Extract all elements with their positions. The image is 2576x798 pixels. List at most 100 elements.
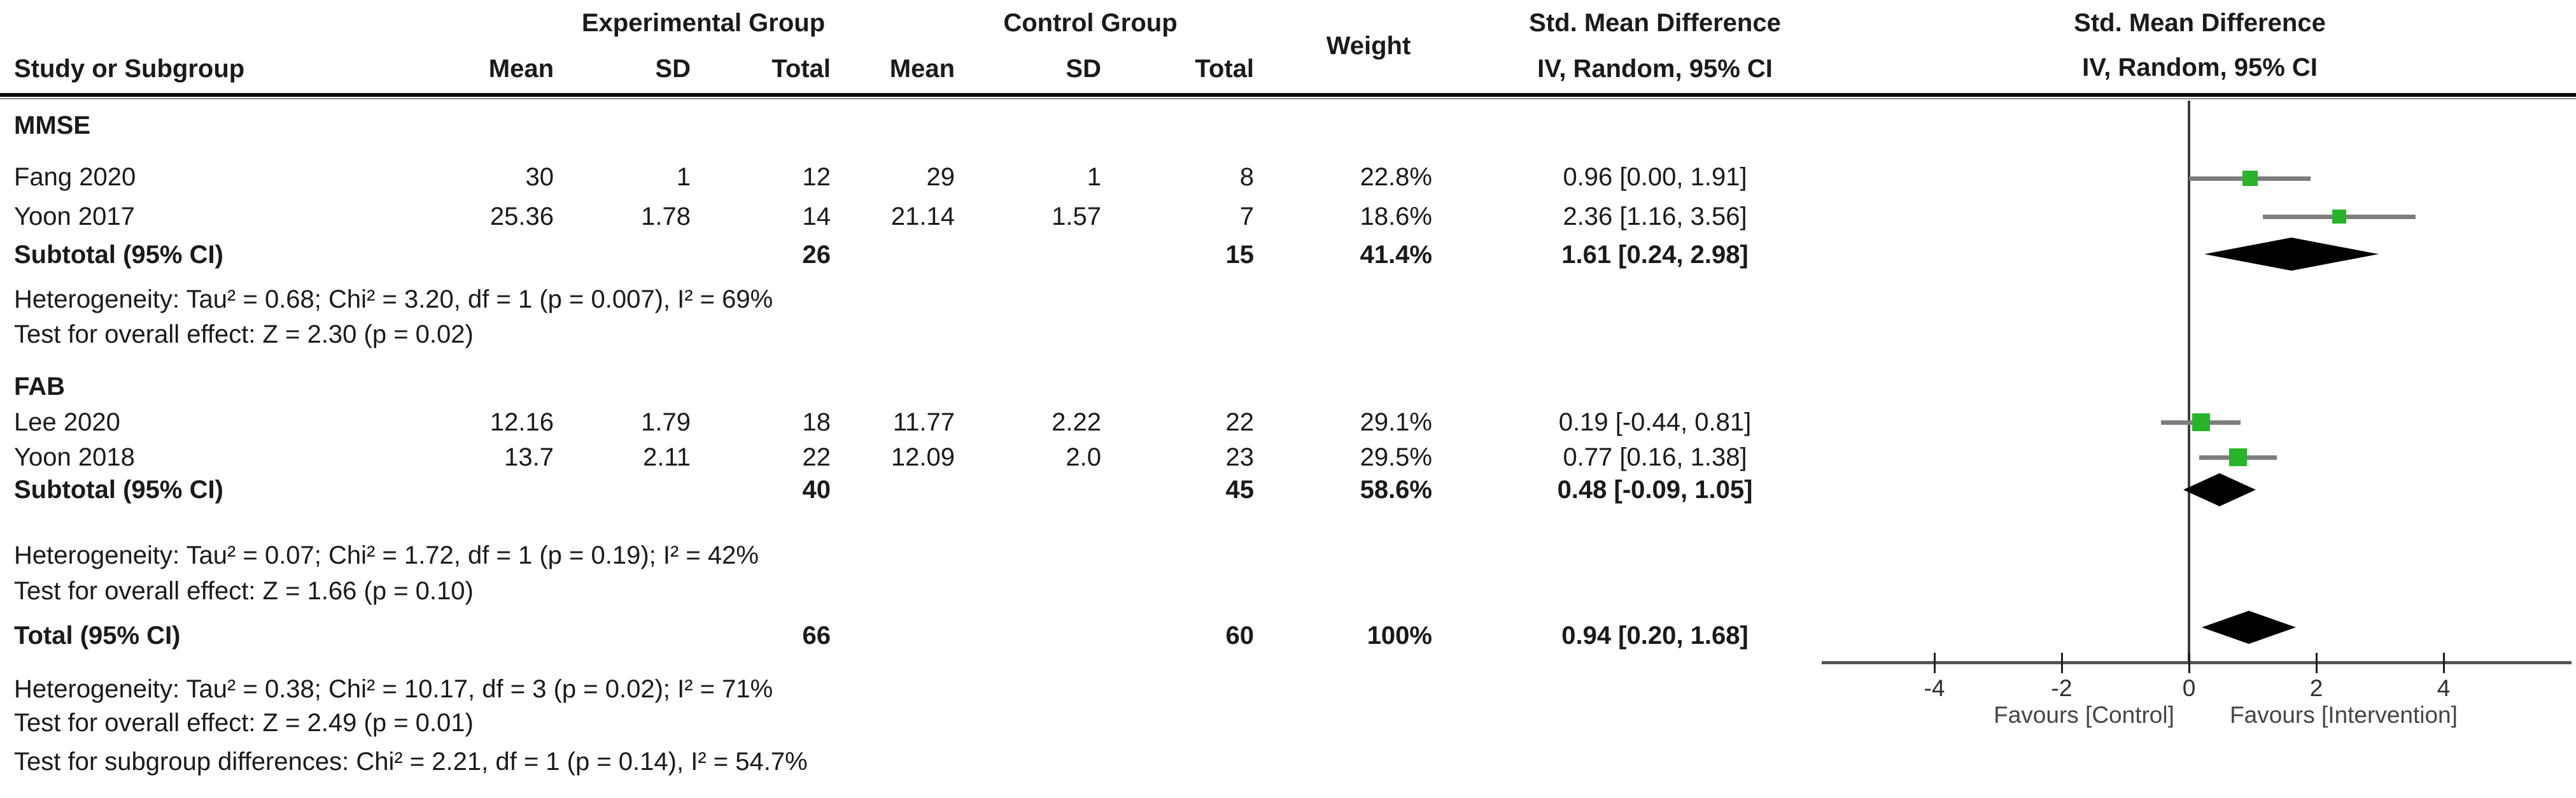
total-label: Total (95% CI) — [14, 621, 181, 650]
ctrl-total-cell: 7 — [1239, 202, 1254, 231]
ctrl-sd-cell: 1.57 — [1052, 202, 1101, 231]
x-axis-tick — [2061, 653, 2063, 673]
subtotal-label: Subtotal (95% CI) — [14, 240, 223, 269]
x-axis-tick-label: -4 — [1924, 675, 1945, 701]
exp-group-header: Experimental Group — [581, 9, 826, 37]
x-axis-tick-label: 2 — [2309, 675, 2323, 701]
header-rule — [0, 93, 2576, 97]
effect-square-fang-2020 — [2242, 171, 2258, 186]
pooled-diamond-total — [2202, 611, 2296, 644]
ctrl-total-cell: 8 — [1239, 162, 1254, 191]
ctrl-mean-cell: 21.14 — [890, 202, 955, 231]
table-row-fang-2020: Fang 2020 30 1 12 29 1 8 22.8% 0.96 [0.0… — [0, 157, 1878, 197]
subgroup-label-mmse: MMSE — [14, 111, 90, 139]
overall-effect-note-total: Test for overall effect: Z = 2.49 (p = 0… — [14, 709, 474, 737]
ctrl-sd-cell: 2.22 — [1052, 408, 1101, 436]
ctrl-mean-cell: 11.77 — [892, 408, 955, 436]
ctrl-total-cell: 15 — [1225, 240, 1255, 269]
subtotal-row-mmse: Subtotal (95% CI) 26 15 41.4% 1.61 [0.24… — [0, 235, 1878, 274]
exp-mean-col-header: Mean — [488, 54, 554, 83]
exp-mean-cell: 30 — [525, 162, 554, 191]
effect-square-yoon-2017 — [2332, 210, 2346, 224]
overall-effect-note-mmse: Test for overall effect: Z = 2.30 (p = 0… — [14, 320, 474, 348]
weight-header: Weight — [1326, 32, 1411, 60]
ctrl-sd-col-header: SD — [1066, 54, 1101, 83]
ctrl-total-cell: 23 — [1225, 443, 1255, 471]
overall-effect-note-fab: Test for overall effect: Z = 1.66 (p = 0… — [14, 577, 474, 605]
ctrl-sd-cell: 1 — [1087, 162, 1101, 191]
subtotal-label: Subtotal (95% CI) — [14, 475, 223, 504]
subgroup-differences-note: Test for subgroup differences: Chi² = 2.… — [14, 748, 808, 776]
total-row: Total (95% CI) 66 60 100% 0.94 [0.20, 1.… — [0, 616, 1878, 655]
x-axis-tick — [1934, 653, 1936, 673]
weight-cell: 29.5% — [1360, 443, 1432, 471]
smd-text-header-line1: Std. Mean Difference — [1529, 9, 1781, 37]
ctrl-mean-cell: 29 — [926, 162, 955, 191]
ctrl-group-header: Control Group — [1003, 9, 1178, 37]
weight-cell: 29.1% — [1360, 408, 1432, 436]
table-row-lee-2020: Lee 2020 12.16 1.79 18 11.77 2.22 22 29.… — [0, 403, 1878, 442]
exp-sd-cell: 1.79 — [641, 408, 691, 436]
subgroup-label-fab: FAB — [14, 373, 65, 401]
exp-sd-cell: 2.11 — [643, 443, 691, 471]
study-label: Fang 2020 — [14, 162, 136, 191]
exp-total-cell: 18 — [802, 408, 831, 436]
pooled-diamond-mmse-subtotal — [2204, 238, 2379, 271]
ctrl-total-cell: 22 — [1225, 408, 1255, 436]
exp-mean-cell: 25.36 — [489, 202, 554, 231]
column-header-row: Study or Subgroup Mean SD Total Mean SD … — [0, 49, 1878, 89]
weight-cell: 22.8% — [1360, 162, 1432, 191]
smd-ci-cell: 0.48 [-0.09, 1.05] — [1557, 475, 1753, 504]
exp-total-cell: 22 — [802, 443, 831, 471]
x-axis-tick — [2443, 653, 2445, 673]
ctrl-sd-cell: 2.0 — [1066, 443, 1101, 471]
heterogeneity-note-fab: Heterogeneity: Tau² = 0.07; Chi² = 1.72,… — [14, 541, 759, 569]
study-label: Yoon 2018 — [14, 443, 135, 471]
ctrl-total-col-header: Total — [1195, 54, 1254, 83]
weight-cell: 41.4% — [1360, 240, 1432, 269]
exp-total-cell: 26 — [802, 240, 831, 269]
smd-ci-cell: 1.61 [0.24, 2.98] — [1561, 240, 1749, 269]
ctrl-mean-cell: 12.09 — [890, 443, 955, 471]
smd-ci-cell: 2.36 [1.16, 3.56] — [1563, 202, 1747, 231]
x-axis-tick-label: 4 — [2437, 675, 2451, 701]
smd-ci-cell: 0.94 [0.20, 1.68] — [1561, 621, 1749, 650]
study-label: Lee 2020 — [14, 408, 120, 436]
smd-plot-header-line1: Std. Mean Difference — [2074, 9, 2326, 37]
weight-cell: 18.6% — [1360, 202, 1432, 231]
exp-total-cell: 66 — [802, 621, 831, 650]
study-label: Yoon 2017 — [14, 202, 135, 231]
smd-ci-cell: 0.19 [-0.44, 0.81] — [1558, 408, 1752, 436]
zero-effect-line — [2188, 101, 2190, 662]
x-axis-tick-label: 0 — [2182, 675, 2196, 701]
smd-text-header-line2: IV, Random, 95% CI — [1537, 54, 1773, 83]
heterogeneity-note-mmse: Heterogeneity: Tau² = 0.68; Chi² = 3.20,… — [14, 285, 773, 313]
smd-ci-cell: 0.96 [0.00, 1.91] — [1563, 162, 1747, 191]
ctrl-total-cell: 45 — [1225, 475, 1255, 504]
effect-square-yoon-2018 — [2229, 448, 2247, 466]
smd-ci-cell: 0.77 [0.16, 1.38] — [1563, 443, 1747, 471]
x-axis-line — [1822, 661, 2572, 664]
weight-cell: 58.6% — [1360, 475, 1432, 504]
table-row-yoon-2018: Yoon 2018 13.7 2.11 22 12.09 2.0 23 29.5… — [0, 438, 1878, 477]
heterogeneity-note-total: Heterogeneity: Tau² = 0.38; Chi² = 10.17… — [14, 675, 773, 703]
x-axis-tick — [2316, 653, 2318, 673]
weight-cell: 100% — [1367, 621, 1432, 650]
x-axis-tick-label: -2 — [2051, 675, 2073, 701]
table-row-yoon-2017: Yoon 2017 25.36 1.78 14 21.14 1.57 7 18.… — [0, 197, 1878, 236]
effect-square-lee-2020 — [2192, 413, 2210, 431]
exp-sd-cell: 1.78 — [641, 202, 691, 231]
exp-sd-col-header: SD — [655, 54, 691, 83]
exp-mean-cell: 13.7 — [504, 443, 554, 471]
x-axis-tick — [2188, 653, 2190, 673]
exp-mean-cell: 12.16 — [489, 408, 554, 436]
exp-total-cell: 14 — [802, 202, 831, 231]
favours-intervention-label: Favours [Intervention] — [2230, 702, 2458, 728]
header-rule-shadow — [0, 98, 2576, 99]
exp-total-col-header: Total — [771, 54, 831, 83]
exp-sd-cell: 1 — [676, 162, 691, 191]
subtotal-row-fab: Subtotal (95% CI) 40 45 58.6% 0.48 [-0.0… — [0, 470, 1878, 509]
exp-total-cell: 12 — [802, 162, 831, 191]
